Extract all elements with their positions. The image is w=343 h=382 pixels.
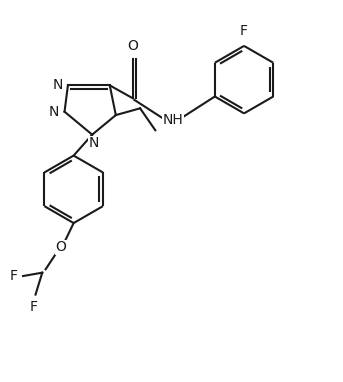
Text: N: N <box>49 105 59 119</box>
Text: F: F <box>30 299 38 314</box>
Text: N: N <box>89 136 99 151</box>
Text: F: F <box>240 24 248 39</box>
Text: O: O <box>55 240 66 254</box>
Text: NH: NH <box>163 113 184 127</box>
Text: O: O <box>127 39 138 53</box>
Text: N: N <box>52 78 63 92</box>
Text: F: F <box>10 269 18 283</box>
